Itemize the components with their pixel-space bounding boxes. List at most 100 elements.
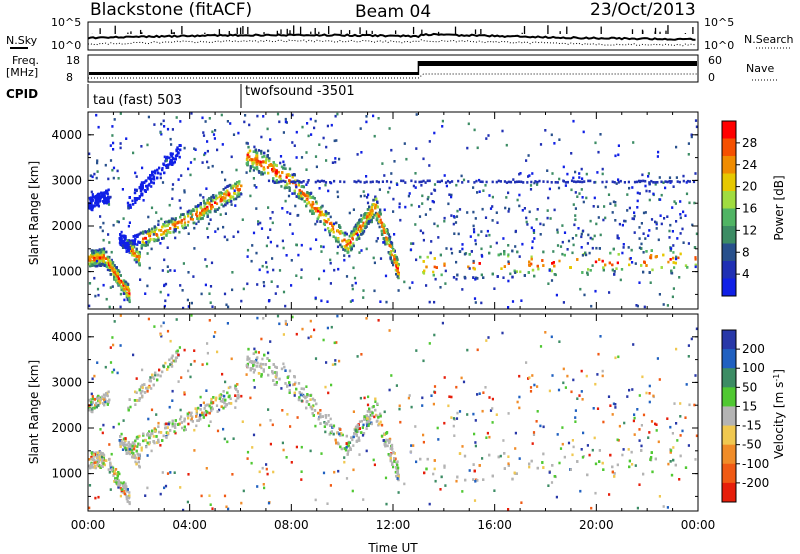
range-cell bbox=[426, 255, 429, 259]
range-cell bbox=[344, 249, 347, 252]
range-cell bbox=[410, 179, 413, 183]
range-cell bbox=[122, 236, 125, 239]
colorbar-block bbox=[722, 138, 736, 157]
range-cell bbox=[488, 251, 491, 255]
range-cell bbox=[580, 235, 583, 239]
range-cell bbox=[141, 187, 144, 191]
range-cell bbox=[263, 284, 266, 288]
range-cell bbox=[433, 265, 436, 269]
range-cell bbox=[362, 289, 365, 292]
range-cell bbox=[182, 262, 185, 265]
range-cell bbox=[466, 211, 469, 214]
range-cell bbox=[617, 253, 620, 256]
range-cell bbox=[367, 193, 370, 197]
range-cell bbox=[286, 183, 289, 186]
range-cell bbox=[654, 183, 657, 186]
range-cell bbox=[112, 223, 115, 227]
range-cell bbox=[246, 156, 249, 159]
range-cell bbox=[378, 220, 381, 224]
range-cell bbox=[190, 301, 193, 305]
range-cell bbox=[260, 152, 263, 155]
range-cell bbox=[119, 280, 122, 283]
range-cell bbox=[357, 235, 360, 238]
range-cell bbox=[107, 177, 110, 181]
range-cell bbox=[580, 246, 583, 249]
range-cell bbox=[165, 220, 168, 224]
range-cell bbox=[227, 199, 231, 202]
range-cell bbox=[350, 245, 353, 249]
range-cell bbox=[327, 189, 330, 193]
range-cell bbox=[481, 255, 484, 258]
range-cell bbox=[169, 227, 172, 230]
range-cell bbox=[593, 234, 596, 238]
range-cell bbox=[679, 232, 682, 235]
range-cell bbox=[578, 172, 581, 175]
range-cell bbox=[92, 262, 95, 265]
range-cell bbox=[581, 254, 584, 257]
range-cell bbox=[133, 197, 137, 200]
range-cell bbox=[222, 196, 225, 199]
range-cell bbox=[336, 190, 339, 194]
range-cell bbox=[187, 271, 190, 274]
range-cell bbox=[329, 258, 332, 262]
range-cell bbox=[180, 415, 183, 418]
range-cell bbox=[119, 112, 122, 115]
range-cell bbox=[178, 199, 181, 202]
range-cell bbox=[203, 205, 206, 208]
range-cell bbox=[650, 249, 653, 252]
range-cell bbox=[91, 251, 94, 254]
range-cell bbox=[373, 134, 376, 138]
range-cell bbox=[392, 197, 395, 201]
range-cell bbox=[477, 233, 480, 237]
range-cell bbox=[204, 258, 207, 261]
range-cell bbox=[542, 250, 545, 254]
range-cell bbox=[659, 214, 662, 217]
range-cell bbox=[591, 448, 594, 452]
range-cell bbox=[414, 180, 417, 184]
range-cell bbox=[343, 180, 346, 184]
range-cell bbox=[218, 195, 221, 198]
range-cell bbox=[159, 176, 162, 180]
range-cell bbox=[305, 198, 308, 202]
range-cell bbox=[444, 282, 447, 285]
range-cell bbox=[679, 213, 682, 216]
range-cell bbox=[336, 195, 340, 199]
range-cell bbox=[103, 264, 106, 267]
range-cell bbox=[403, 280, 406, 284]
range-cell bbox=[186, 224, 189, 227]
range-cell bbox=[166, 164, 169, 167]
range-cell bbox=[640, 179, 643, 183]
range-cell bbox=[613, 270, 616, 273]
range-cell bbox=[531, 246, 534, 250]
range-cell bbox=[336, 245, 340, 249]
range-cell bbox=[142, 237, 145, 241]
range-cell bbox=[360, 217, 363, 221]
range-cell bbox=[112, 141, 115, 145]
range-cell bbox=[474, 242, 477, 246]
range-cell bbox=[215, 194, 218, 198]
range-cell bbox=[184, 226, 187, 229]
range-cell bbox=[125, 137, 128, 140]
range-cell bbox=[257, 222, 260, 226]
range-cell bbox=[153, 123, 156, 126]
range-cell bbox=[688, 201, 691, 205]
range-cell bbox=[451, 180, 454, 183]
range-cell bbox=[176, 226, 179, 229]
range-cell bbox=[173, 160, 176, 164]
range-cell bbox=[260, 149, 263, 153]
range-cell bbox=[140, 181, 144, 184]
range-cell bbox=[399, 218, 402, 222]
range-cell bbox=[456, 209, 459, 213]
range-cell bbox=[381, 225, 384, 228]
range-cell bbox=[183, 189, 186, 192]
range-cell bbox=[145, 184, 148, 188]
range-cell bbox=[624, 219, 627, 223]
range-cell bbox=[195, 222, 198, 226]
range-cell bbox=[597, 216, 600, 219]
range-cell bbox=[309, 209, 312, 213]
range-cell bbox=[190, 209, 193, 213]
range-cell bbox=[88, 262, 91, 266]
range-cell bbox=[93, 204, 96, 208]
range-cell bbox=[139, 185, 142, 189]
range-cell bbox=[193, 226, 196, 230]
